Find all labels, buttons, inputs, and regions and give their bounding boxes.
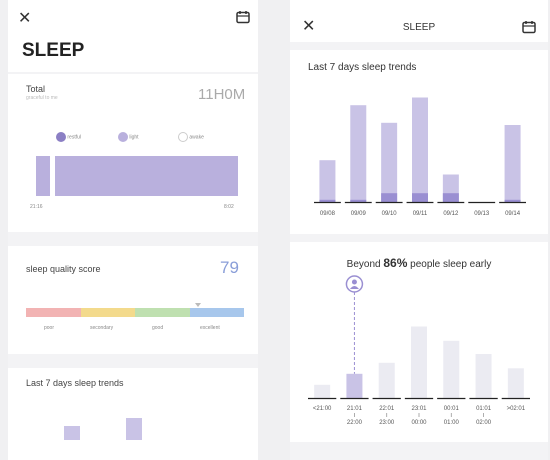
- scale-label: secondary: [90, 325, 114, 331]
- total-card: Total graceful to me 11H0M restful light…: [8, 74, 258, 232]
- trend-bar-light: [381, 122, 398, 202]
- legend-dot: [118, 132, 128, 142]
- scale-label: excellent: [200, 325, 220, 331]
- scale-label: good: [152, 325, 164, 331]
- user-icon-body: [349, 286, 359, 289]
- x-tick-label: 09/09: [351, 211, 367, 217]
- x-tick-label: 09/11: [413, 211, 428, 217]
- bedtime-bar: [314, 384, 331, 398]
- trends-title: Last 7 days sleep trends: [308, 62, 417, 73]
- quality-score: 79: [220, 258, 239, 277]
- bedtime-bar: [507, 368, 524, 398]
- x-tick-label: 02:00: [476, 420, 492, 426]
- right-screen: ✕ SLEEP Last 7 days sleep trends 09/08 09…: [290, 0, 548, 460]
- right-header: ✕ SLEEP: [290, 0, 548, 42]
- legend-restful: restful: [56, 132, 81, 142]
- legend-dot: [178, 132, 188, 142]
- scale-segment: [189, 308, 244, 317]
- trend-bar-deep: [504, 199, 521, 202]
- x-tick-label: 21:01: [347, 406, 363, 412]
- bedtime-bar: [378, 362, 395, 398]
- trend-bar-preview: [64, 426, 80, 440]
- legend-dot: [56, 132, 66, 142]
- bedtime-bar: [411, 326, 427, 398]
- x-tick-label: >02:01: [507, 406, 526, 412]
- left-header: ✕ SLEEP: [8, 0, 258, 72]
- trend-bar-deep: [412, 193, 428, 202]
- calendar-icon[interactable]: [236, 10, 250, 29]
- timeline-end: 8:02: [224, 204, 234, 210]
- page-title: SLEEP: [22, 40, 85, 61]
- trend-bar-deep: [381, 193, 398, 202]
- scale-segment: [135, 308, 190, 317]
- x-tick-label: 09/13: [474, 211, 490, 217]
- legend-awake: awake: [178, 132, 204, 142]
- scale-label: poor: [44, 325, 55, 331]
- trend-bar-deep: [319, 199, 336, 202]
- scale-segment: [80, 308, 135, 317]
- total-value: 11H0M: [198, 86, 246, 103]
- calendar-icon[interactable]: [522, 20, 536, 39]
- legend-label: awake: [189, 134, 204, 141]
- scale-segment: [26, 308, 81, 317]
- bedtime-chart: <21:00 21:01 22:00 22:01 23:00 23:01 00:00 00:0…: [308, 275, 530, 426]
- total-sublabel: graceful to me: [26, 95, 58, 101]
- beyond-percent: 86%: [383, 256, 408, 270]
- quality-label: sleep quality score: [26, 264, 101, 274]
- quality-scale-bar: [26, 308, 244, 317]
- legend-light: light: [118, 132, 139, 142]
- x-tick-label: 22:01: [379, 406, 395, 412]
- x-tick-label: 09/08: [320, 211, 336, 217]
- legend-label: light: [129, 134, 139, 141]
- beyond-prefix: Beyond: [346, 259, 381, 270]
- bedtime-bar: [475, 354, 492, 398]
- x-tick-label: 09/14: [505, 211, 521, 217]
- x-tick-label: 00:00: [411, 420, 427, 426]
- x-tick-label: 23:01: [411, 406, 427, 412]
- user-icon-head: [351, 279, 357, 285]
- trend-chart: 09/08 09/09 09/10 09/11 09/12 09/13 09/14: [314, 97, 526, 217]
- trends-title: Last 7 days sleep trends: [26, 378, 124, 388]
- total-label: Total: [26, 84, 46, 94]
- score-marker: [195, 303, 202, 307]
- trend-bar-preview: [126, 418, 142, 440]
- trend-bar-light: [350, 105, 367, 202]
- quality-card: sleep quality score 79 poor secondary go…: [8, 246, 258, 354]
- x-tick-label: 22:00: [347, 420, 363, 426]
- beyond-suffix: people sleep early: [410, 259, 492, 270]
- x-tick-label: <21:00: [313, 406, 332, 412]
- left-screen: ✕ SLEEP Total graceful to me 11H0M restf…: [8, 0, 258, 460]
- trend-bar-light: [412, 97, 428, 202]
- x-tick-label: 09/10: [382, 211, 398, 217]
- bedtime-bar-highlight: [346, 373, 363, 398]
- bedtime-card: Beyond 86% people sleep early <21:00 21:0…: [290, 242, 548, 442]
- timeline-bar: [55, 156, 238, 196]
- legend-label: restful: [67, 134, 82, 141]
- close-icon[interactable]: ✕: [18, 10, 32, 27]
- bedtime-bar: [443, 340, 460, 398]
- x-tick-label: 09/12: [443, 211, 459, 217]
- trend-bar-deep: [442, 193, 459, 202]
- trend-bar-light: [504, 125, 521, 202]
- x-tick-label: 00:01: [444, 406, 460, 412]
- trends-card-preview: Last 7 days sleep trends: [8, 368, 258, 460]
- x-tick-label: 01:00: [444, 420, 460, 426]
- x-tick-label: 01:01: [476, 406, 492, 412]
- trend-bar-deep: [350, 199, 367, 202]
- x-tick-label: 23:00: [379, 420, 395, 426]
- trends-card: Last 7 days sleep trends 09/08 09/09 09/10…: [290, 50, 548, 234]
- header-title: SLEEP: [402, 22, 436, 33]
- close-icon[interactable]: ✕: [302, 18, 316, 35]
- timeline-start: 21:16: [30, 204, 43, 210]
- timeline-bar: [36, 156, 50, 196]
- trend-bar-light: [319, 160, 336, 202]
- beyond-text: Beyond 86% people sleep early: [290, 256, 548, 270]
